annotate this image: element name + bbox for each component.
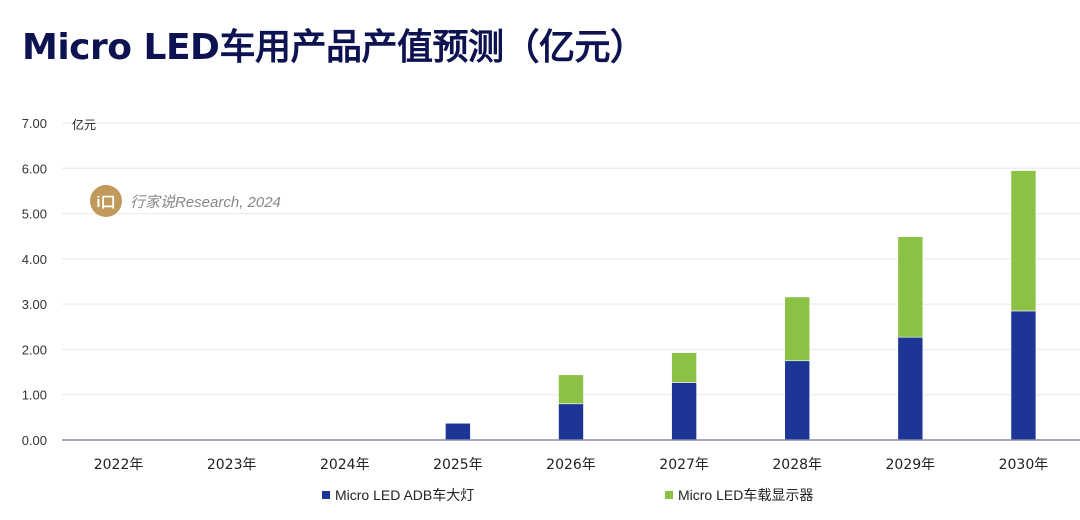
bar-display [897, 236, 924, 338]
page-title: Micro LED车用产品产值预测（亿元） [22, 27, 646, 68]
legend-label-display: Micro LED车载显示器 [678, 487, 814, 503]
x-tick-label: 2030年 [999, 457, 1049, 473]
bar-display [671, 352, 697, 383]
bar-adb [897, 336, 924, 441]
y-tick-label: 1.00 [22, 388, 47, 403]
bar-adb [558, 403, 584, 441]
y-tick-label: 6.00 [22, 161, 47, 176]
bar-display [784, 296, 811, 362]
x-tick-label: 2028年 [772, 457, 822, 473]
bar-adb [445, 422, 471, 441]
bar-adb [671, 382, 697, 441]
y-tick-label: 3.00 [22, 297, 47, 312]
bar-adb [784, 360, 811, 441]
bar-display [558, 374, 584, 405]
legend-label-adb: Micro LED ADB车大灯 [335, 487, 475, 503]
x-tick-label: 2026年 [546, 457, 596, 473]
x-tick-label: 2024年 [320, 457, 370, 473]
x-tick-label: 2029年 [886, 457, 936, 473]
x-tick-label: 2025年 [433, 457, 483, 473]
y-axis-unit-label: 亿元 [72, 117, 96, 132]
legend-swatch-adb [322, 491, 330, 499]
watermark-logo-icon: i口 [90, 185, 122, 217]
legend-item-adb: Micro LED ADB车大灯 [322, 485, 474, 505]
y-tick-label: 4.00 [22, 252, 47, 267]
legend-swatch-display [665, 491, 673, 499]
x-tick-label: 2022年 [94, 457, 144, 473]
watermark-text: 行家说Research, 2024 [130, 193, 281, 211]
legend-item-display: Micro LED车载显示器 [665, 485, 813, 505]
y-tick-label: 7.00 [22, 116, 47, 131]
y-tick-label: 2.00 [22, 342, 47, 357]
bar-adb [1010, 310, 1037, 441]
y-tick-label: 0.00 [22, 433, 47, 448]
x-tick-label: 2023年 [207, 457, 257, 473]
bar-display [1010, 170, 1037, 312]
y-tick-label: 5.00 [22, 207, 47, 222]
watermark: i口 行家说Research, 2024 [90, 185, 281, 217]
x-tick-label: 2027年 [659, 457, 709, 473]
